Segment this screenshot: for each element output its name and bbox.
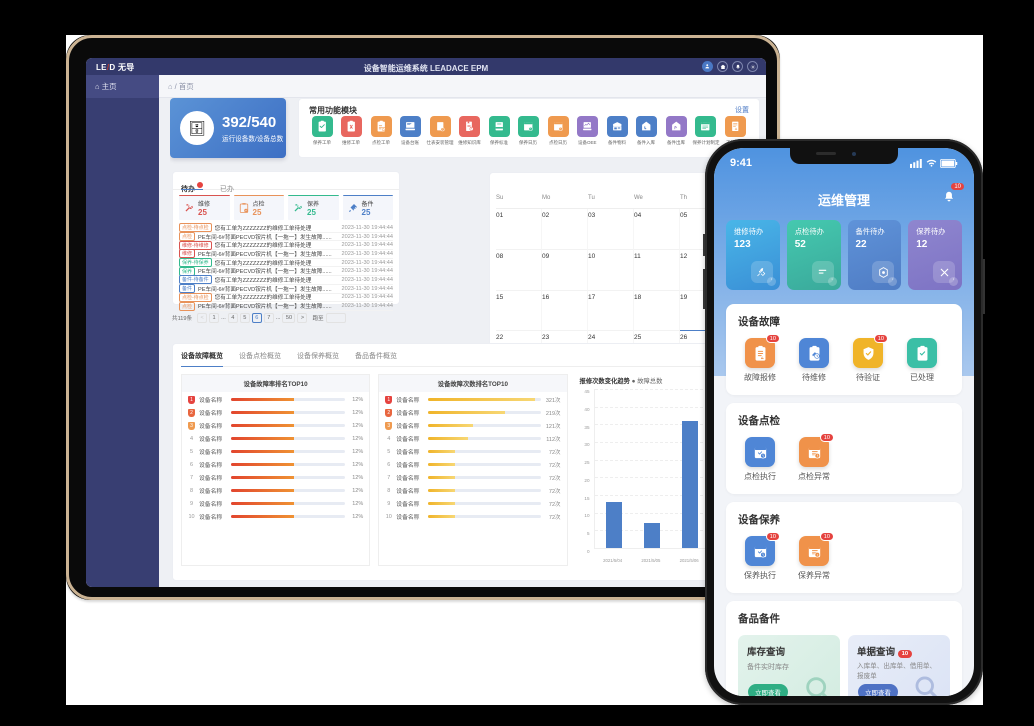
svg-text:!: ! (816, 552, 817, 556)
